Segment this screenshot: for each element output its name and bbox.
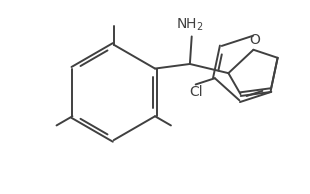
- Text: Cl: Cl: [189, 85, 202, 99]
- Text: NH$_2$: NH$_2$: [176, 16, 204, 33]
- Text: O: O: [249, 33, 260, 47]
